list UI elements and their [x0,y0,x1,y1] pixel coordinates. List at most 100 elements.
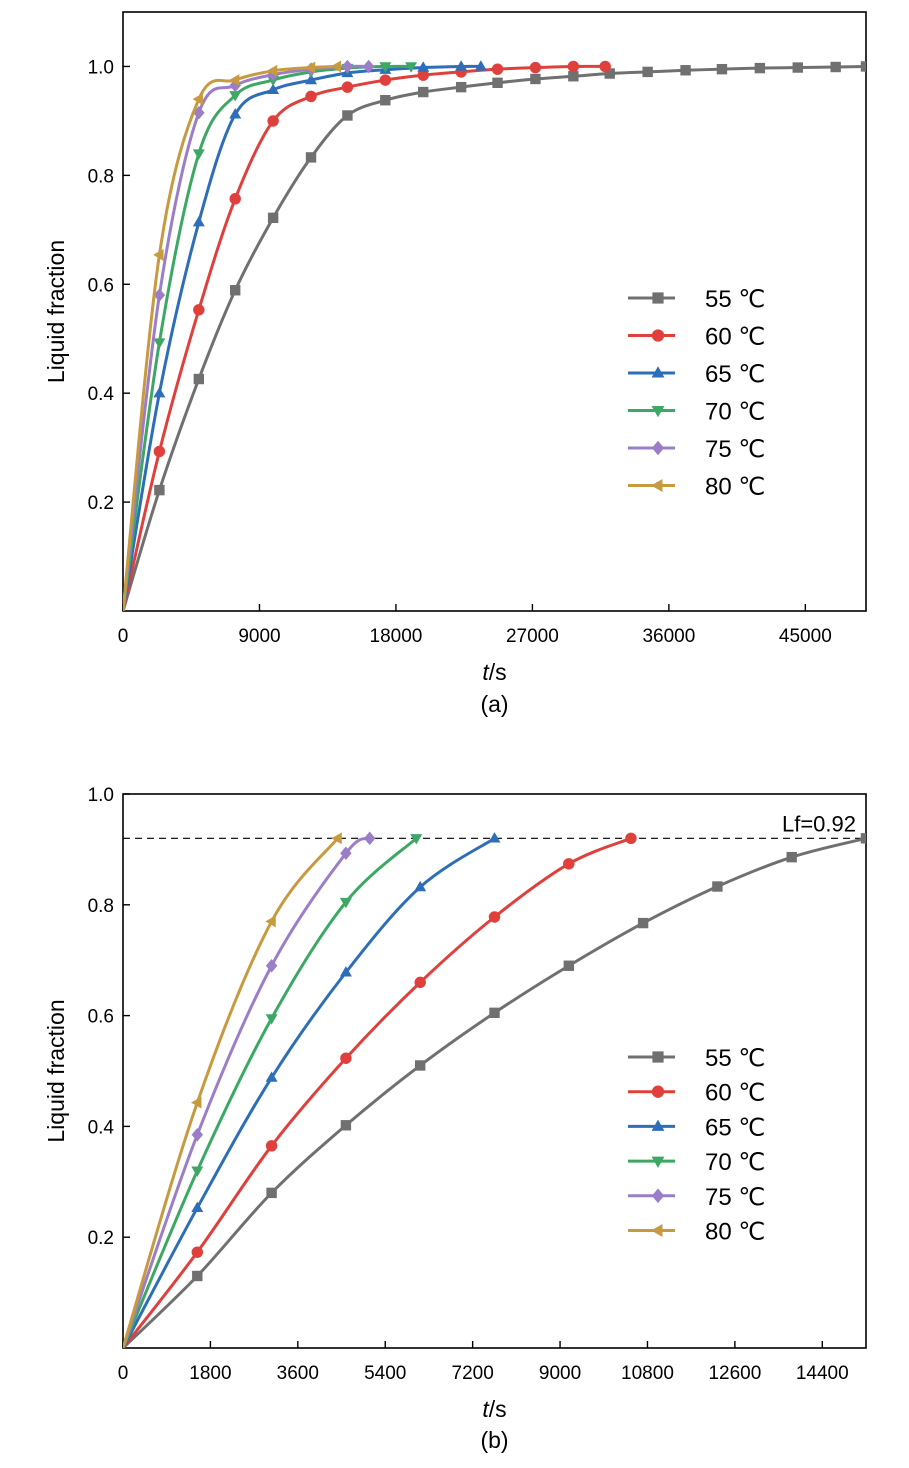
x-axis-title-var-a: t [482,659,490,685]
data-point-55-b [637,917,649,929]
legend-swatch-marker-55-a [652,292,664,304]
data-point-70-a [192,149,205,160]
data-point-70-b [191,1166,204,1177]
data-point-55-a [792,62,803,73]
legend-label-65-b: 65 ℃ [705,1114,765,1141]
data-point-65-b [488,832,501,843]
data-point-55-a [380,95,391,106]
data-point-65-a [305,73,318,85]
data-point-55-b [563,960,574,971]
series-line-80-a [123,64,337,611]
data-point-65-a [474,60,487,71]
x-tick-label-b: 14400 [796,1363,849,1384]
data-point-55-a [604,68,615,79]
data-point-65-a [229,108,242,119]
legend-label-65-a: 65 ℃ [705,361,765,388]
series-line-65-b [123,837,496,1348]
data-point-80-b [331,832,342,845]
legend-label-80-a: 80 ℃ [705,474,765,501]
x-tick-label-a: 36000 [642,626,695,647]
data-point-65-b [265,1071,278,1082]
data-point-65-b [414,880,427,892]
data-point-70-b [410,834,423,845]
x-tick-label-b: 12600 [708,1363,761,1384]
data-point-60-a [491,63,504,75]
data-point-75-a [153,288,166,302]
data-point-55-a [455,81,467,93]
x-tick-label-b: 7200 [452,1363,494,1384]
legend-swatch-marker-65-a [651,366,665,378]
legend-swatch-marker-75-b [651,1188,665,1204]
data-point-75-b [191,1127,204,1142]
data-point-55-b [192,1270,203,1282]
data-point-60-a [567,60,580,73]
y-tick-label-b: 1.0 [88,785,114,806]
x-tick-label-b: 10800 [621,1363,674,1384]
series-55-b [123,833,866,1348]
series-70-b [123,834,423,1348]
data-point-55-b [415,1060,426,1071]
y-tick-label-a: 0.2 [88,493,114,514]
y-tick-label-a: 0.6 [88,275,114,296]
legend-label-70-b: 70 ℃ [705,1149,765,1176]
panel-label-a: (a) [480,691,508,717]
data-point-60-a [153,445,166,458]
legend-label-55-b: 55 ℃ [705,1045,765,1072]
legend-swatch-marker-60-a [651,329,665,342]
legend-label-75-b: 75 ℃ [705,1184,765,1211]
data-point-80-a [192,93,203,106]
data-point-55-b [786,851,797,863]
series-70-a [123,62,418,611]
data-point-70-b [339,897,352,909]
y-tick-label-a: 1.0 [88,57,114,78]
y-tick-label-a: 0.4 [88,384,115,405]
data-point-60-b [625,832,637,845]
data-point-60-a [529,61,542,74]
legend-label-60-b: 60 ℃ [705,1080,765,1107]
data-point-75-b [265,958,278,973]
data-point-60-b [563,858,575,870]
data-point-60-a [305,90,317,103]
x-tick-label-a: 27000 [506,626,559,647]
data-point-55-b [489,1007,500,1019]
x-tick-label-b: 3600 [277,1363,319,1384]
series-75-b [123,831,376,1348]
series-60-b [123,832,637,1348]
data-point-80-a [330,60,341,73]
legend-label-75-a: 75 ℃ [705,436,765,463]
data-point-55-a [860,61,866,72]
data-point-65-a [267,83,280,95]
series-55-a [123,61,866,611]
y-tick-label-b: 0.4 [88,1117,115,1138]
x-axis-title-unit-b: /s [489,1396,507,1422]
legend-swatch-marker-80-a [651,479,663,492]
y-tick-label-b: 0.2 [88,1228,114,1249]
series-line-80-b [123,837,339,1348]
legend-swatch-marker-75-a [651,440,665,456]
data-point-60-b [414,976,426,989]
data-point-55-a [230,285,241,296]
data-point-60-b [340,1052,352,1064]
data-point-60-b [265,1140,278,1152]
series-line-55-a [123,64,866,611]
x-tick-label-a: 0 [118,626,129,647]
x-tick-label-b: 0 [118,1363,129,1384]
data-point-55-a [716,63,728,75]
data-point-60-a [193,304,205,316]
data-point-55-a [530,73,541,85]
data-point-55-b [340,1120,352,1131]
data-point-70-a [153,338,166,349]
data-point-55-a [754,62,766,74]
series-line-75-b [123,836,371,1348]
data-point-55-b [712,881,723,892]
data-point-80-a [266,64,278,77]
data-point-80-a [153,248,164,261]
x-axis-title-a: t/s [482,659,506,685]
data-point-70-a [379,62,392,73]
x-tick-label-b: 9000 [539,1363,581,1384]
plot-frame-b [122,793,867,1349]
series-65-b [123,832,501,1348]
data-point-60-b [191,1246,204,1258]
legend-label-80-b: 80 ℃ [705,1219,765,1246]
panel-label-b: (b) [480,1427,508,1453]
